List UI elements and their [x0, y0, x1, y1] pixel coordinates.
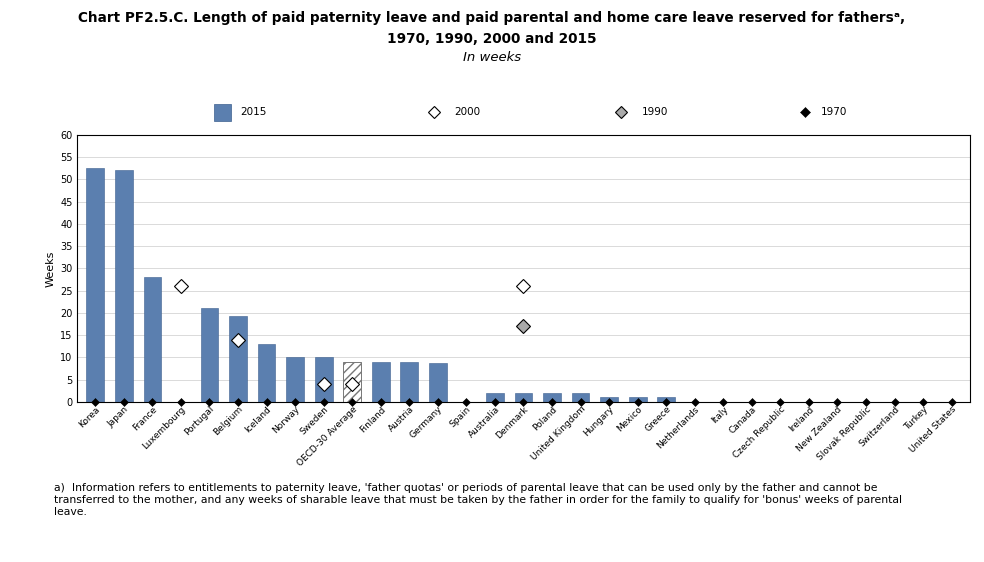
- Bar: [515, 393, 532, 402]
- Text: In weeks: In weeks: [462, 51, 522, 64]
- Bar: [286, 357, 304, 402]
- Text: 2015: 2015: [240, 107, 267, 117]
- Bar: [144, 277, 161, 402]
- Text: a)  Information refers to entitlements to paternity leave, 'father quotas' or pe: a) Information refers to entitlements to…: [54, 483, 902, 516]
- Bar: [657, 397, 675, 402]
- Bar: [201, 309, 218, 402]
- Bar: [572, 393, 589, 402]
- Bar: [372, 362, 390, 402]
- Bar: [115, 170, 133, 402]
- Text: 1970, 1990, 2000 and 2015: 1970, 1990, 2000 and 2015: [387, 32, 597, 46]
- Text: Chart PF2.5.C. Length of paid paternity leave and paid parental and home care le: Chart PF2.5.C. Length of paid paternity …: [79, 11, 905, 25]
- Text: 1990: 1990: [642, 107, 668, 117]
- Bar: [543, 393, 561, 402]
- Bar: [486, 393, 504, 402]
- Bar: [600, 397, 618, 402]
- Bar: [229, 315, 247, 402]
- Bar: [629, 397, 646, 402]
- Text: 2000: 2000: [454, 107, 480, 117]
- Text: 1970: 1970: [821, 107, 847, 117]
- Y-axis label: Weeks: Weeks: [46, 250, 56, 287]
- Bar: [315, 357, 333, 402]
- Bar: [429, 363, 447, 402]
- Bar: [87, 168, 104, 402]
- Bar: [400, 362, 418, 402]
- Bar: [343, 362, 361, 402]
- Bar: [258, 344, 276, 402]
- FancyBboxPatch shape: [215, 104, 230, 121]
